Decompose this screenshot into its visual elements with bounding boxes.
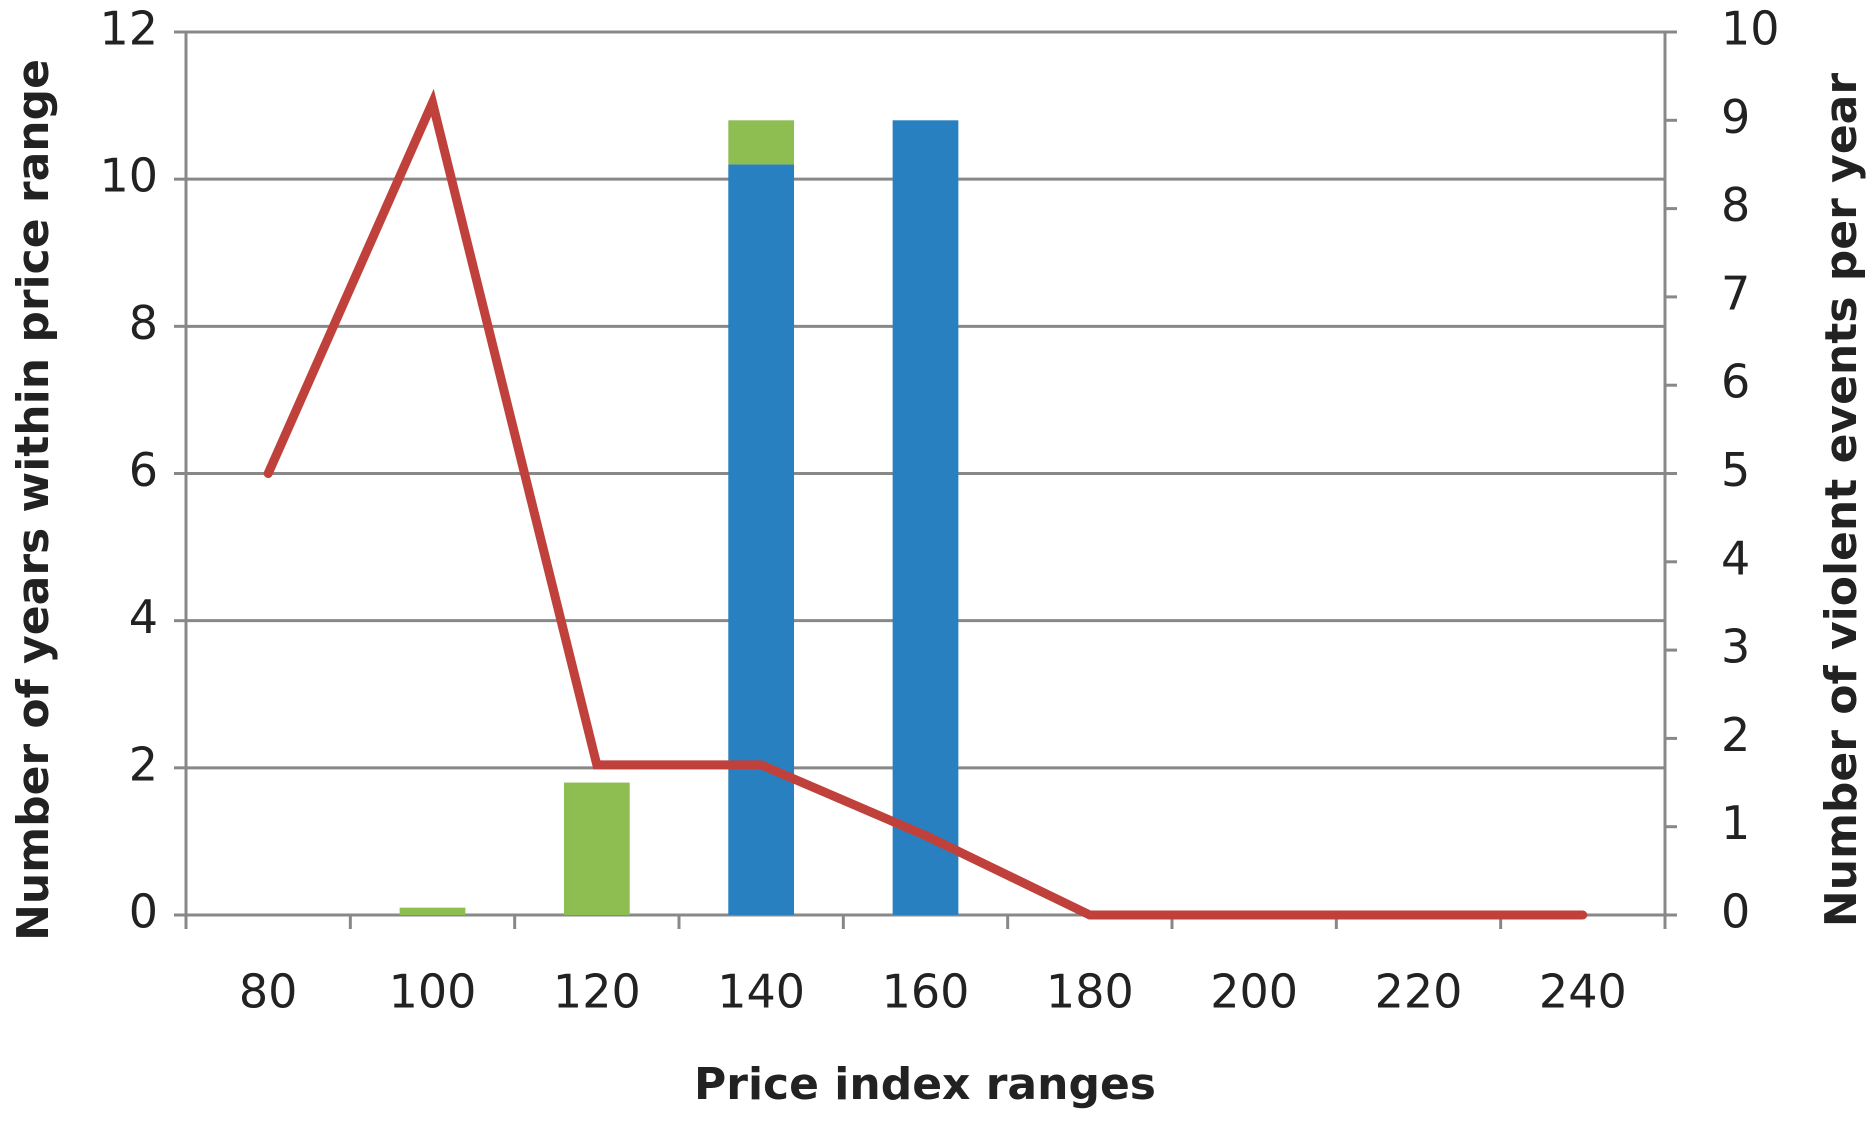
line xyxy=(263,88,1588,920)
y-tick-label: 10 xyxy=(99,149,158,203)
bar xyxy=(728,164,795,915)
x-tick-label: 160 xyxy=(882,965,970,1019)
bar xyxy=(563,782,630,915)
y2-tick-label: 7 xyxy=(1721,266,1750,320)
y2-axis-title: Number of violent events per year xyxy=(1816,73,1867,927)
y-tick-label: 8 xyxy=(129,296,158,350)
x-axis-title: Price index ranges xyxy=(694,1059,1156,1110)
y-tick-label: 4 xyxy=(129,590,158,644)
y2-tick-label: 0 xyxy=(1721,885,1750,939)
y2-tick-label: 6 xyxy=(1721,355,1750,409)
x-tick-label: 100 xyxy=(389,965,477,1019)
bar xyxy=(399,907,466,915)
bar xyxy=(728,120,795,165)
y-axis-title: Number of years within price range xyxy=(8,59,59,941)
y2-tick-label: 1 xyxy=(1721,796,1750,850)
y2-tick-label: 4 xyxy=(1721,531,1750,585)
x-tick-label: 80 xyxy=(239,965,298,1019)
x-tick-label: 140 xyxy=(717,965,805,1019)
y-tick-label: 0 xyxy=(129,885,158,939)
y2-tick-label: 5 xyxy=(1721,443,1750,497)
y2-tick-label: 2 xyxy=(1721,708,1750,762)
y2-tick-label: 10 xyxy=(1721,2,1780,56)
y2-tick-label: 9 xyxy=(1721,90,1750,144)
y2-tick-label: 3 xyxy=(1721,620,1750,674)
x-tick-label: 220 xyxy=(1375,965,1463,1019)
x-tick-label: 240 xyxy=(1539,965,1627,1019)
y-tick-label: 6 xyxy=(129,443,158,497)
x-tick-label: 120 xyxy=(553,965,641,1019)
y2-tick-label: 8 xyxy=(1721,178,1750,232)
bar xyxy=(892,120,959,916)
x-tick-label: 180 xyxy=(1046,965,1134,1019)
y-tick-label: 2 xyxy=(129,737,158,791)
y-tick-label: 12 xyxy=(99,2,158,56)
x-tick-label: 200 xyxy=(1210,965,1298,1019)
